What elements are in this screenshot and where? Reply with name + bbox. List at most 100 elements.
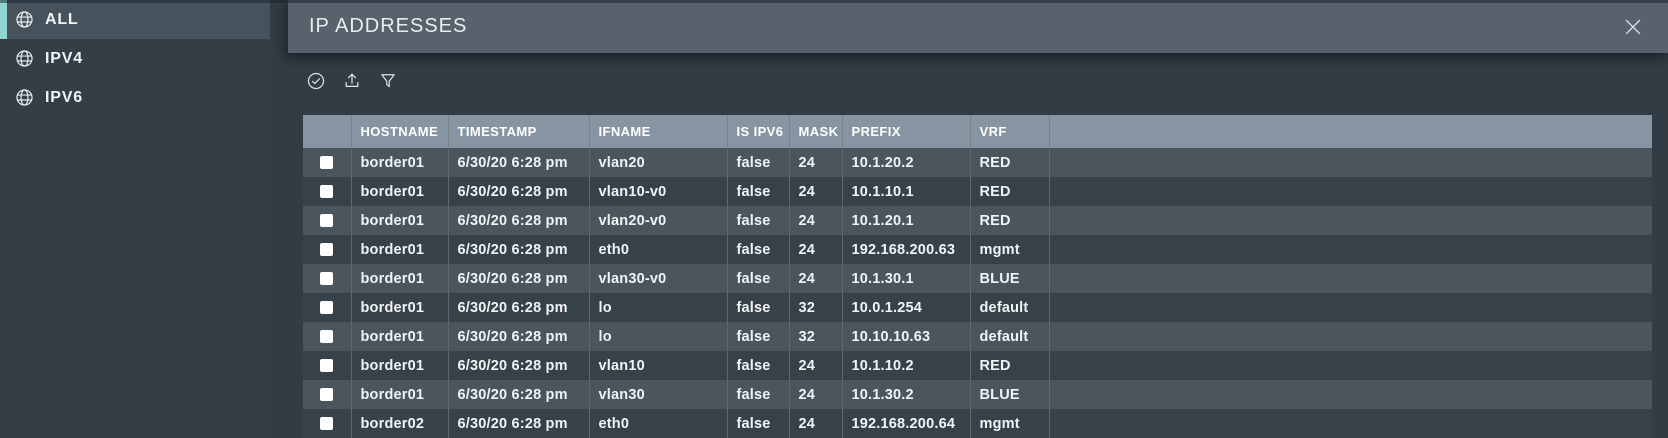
cell-filler xyxy=(1048,322,1652,351)
row-checkbox[interactable] xyxy=(320,185,334,199)
table-row[interactable]: border01 6/30/20 6:28 pm vlan20-v0 false… xyxy=(303,206,1652,235)
column-header-select xyxy=(303,115,351,148)
row-checkbox[interactable] xyxy=(320,359,334,373)
cell-prefix: 10.1.10.2 xyxy=(841,351,970,380)
cell-ifname: vlan20-v0 xyxy=(588,206,727,235)
cell-timestamp: 6/30/20 6:28 pm xyxy=(447,293,589,322)
cell-ifname: vlan30-v0 xyxy=(588,264,727,293)
cell-hostname: border01 xyxy=(350,351,448,380)
table-row[interactable]: border01 6/30/20 6:28 pm vlan30-v0 false… xyxy=(303,264,1652,293)
cell-is-ipv6: false xyxy=(726,206,789,235)
column-header-mask[interactable]: MASK xyxy=(788,115,842,148)
cell-filler xyxy=(1048,264,1652,293)
cell-mask: 32 xyxy=(788,293,842,322)
cell-ifname: vlan20 xyxy=(588,148,727,177)
select-all-button[interactable] xyxy=(306,71,326,91)
cell-timestamp: 6/30/20 6:28 pm xyxy=(447,206,589,235)
cell-filler xyxy=(1048,409,1652,438)
cell-hostname: border01 xyxy=(350,235,448,264)
row-checkbox[interactable] xyxy=(320,301,334,315)
cell-ifname: vlan30 xyxy=(588,380,727,409)
row-checkbox[interactable] xyxy=(320,156,334,170)
cell-ifname: lo xyxy=(588,322,727,351)
cell-timestamp: 6/30/20 6:28 pm xyxy=(447,380,589,409)
cell-is-ipv6: false xyxy=(726,322,789,351)
cell-filler xyxy=(1048,206,1652,235)
cell-timestamp: 6/30/20 6:28 pm xyxy=(447,177,589,206)
cell-hostname: border01 xyxy=(350,206,448,235)
table-row[interactable]: border01 6/30/20 6:28 pm vlan20 false 24… xyxy=(303,148,1652,177)
column-header-ifname[interactable]: IFNAME xyxy=(588,115,727,148)
cell-prefix: 192.168.200.64 xyxy=(841,409,970,438)
row-checkbox[interactable] xyxy=(320,272,334,286)
cell-is-ipv6: false xyxy=(726,264,789,293)
cell-hostname: border01 xyxy=(350,264,448,293)
sidebar-item-ipv6[interactable]: IPV6 xyxy=(0,78,270,117)
cell-mask: 24 xyxy=(788,148,842,177)
cell-is-ipv6: false xyxy=(726,235,789,264)
column-header-is-ipv6[interactable]: IS IPV6 xyxy=(726,115,789,148)
cell-filler xyxy=(1048,235,1652,264)
cell-prefix: 10.1.10.1 xyxy=(841,177,970,206)
cell-mask: 24 xyxy=(788,206,842,235)
row-checkbox[interactable] xyxy=(320,243,334,257)
cell-ifname: lo xyxy=(588,293,727,322)
cell-prefix: 10.1.20.2 xyxy=(841,148,970,177)
row-checkbox[interactable] xyxy=(320,417,334,431)
cell-prefix: 10.1.30.1 xyxy=(841,264,970,293)
cell-ifname: vlan10-v0 xyxy=(588,177,727,206)
sidebar: ALL IPV4 IPV6 xyxy=(0,0,270,438)
export-button[interactable] xyxy=(342,71,362,91)
column-header-prefix[interactable]: PREFIX xyxy=(841,115,970,148)
table-row[interactable]: border01 6/30/20 6:28 pm vlan30 false 24… xyxy=(303,380,1652,409)
cell-filler xyxy=(1048,351,1652,380)
table-row[interactable]: border01 6/30/20 6:28 pm vlan10 false 24… xyxy=(303,351,1652,380)
cell-is-ipv6: false xyxy=(726,148,789,177)
checkbox-cell xyxy=(303,148,351,177)
column-header-timestamp[interactable]: TIMESTAMP xyxy=(447,115,589,148)
filter-button[interactable] xyxy=(378,71,398,91)
cell-timestamp: 6/30/20 6:28 pm xyxy=(447,264,589,293)
table-row[interactable]: border01 6/30/20 6:28 pm eth0 false 24 1… xyxy=(303,235,1652,264)
sidebar-item-all[interactable]: ALL xyxy=(0,0,270,39)
globe-icon xyxy=(14,48,35,69)
cell-is-ipv6: false xyxy=(726,409,789,438)
table-row[interactable]: border02 6/30/20 6:28 pm eth0 false 24 1… xyxy=(303,409,1652,438)
close-button[interactable] xyxy=(1621,15,1645,39)
cell-hostname: border02 xyxy=(350,409,448,438)
cell-timestamp: 6/30/20 6:28 pm xyxy=(447,351,589,380)
row-checkbox[interactable] xyxy=(320,330,334,344)
cell-ifname: vlan10 xyxy=(588,351,727,380)
cell-is-ipv6: false xyxy=(726,293,789,322)
cell-filler xyxy=(1048,293,1652,322)
upload-icon xyxy=(345,73,359,88)
table-row[interactable]: border01 6/30/20 6:28 pm lo false 32 10.… xyxy=(303,322,1652,351)
ip-addresses-table: HOSTNAME TIMESTAMP IFNAME IS IPV6 MASK P… xyxy=(303,115,1652,438)
checkbox-cell xyxy=(303,351,351,380)
cell-vrf: BLUE xyxy=(969,264,1049,293)
checkbox-cell xyxy=(303,409,351,438)
toolbar xyxy=(306,71,398,91)
row-checkbox[interactable] xyxy=(320,388,334,402)
panel-title: IP ADDRESSES xyxy=(309,15,468,37)
cell-hostname: border01 xyxy=(350,177,448,206)
checkbox-cell xyxy=(303,293,351,322)
cell-timestamp: 6/30/20 6:28 pm xyxy=(447,409,589,438)
column-header-hostname[interactable]: HOSTNAME xyxy=(350,115,448,148)
panel-header: IP ADDRESSES xyxy=(288,0,1668,53)
cell-vrf: RED xyxy=(969,206,1049,235)
cell-hostname: border01 xyxy=(350,322,448,351)
table-row[interactable]: border01 6/30/20 6:28 pm vlan10-v0 false… xyxy=(303,177,1652,206)
cell-mask: 24 xyxy=(788,235,842,264)
sidebar-item-ipv4[interactable]: IPV4 xyxy=(0,39,270,78)
sidebar-item-label: IPV6 xyxy=(45,88,83,106)
checkbox-cell xyxy=(303,177,351,206)
row-checkbox[interactable] xyxy=(320,214,334,228)
cell-timestamp: 6/30/20 6:28 pm xyxy=(447,148,589,177)
cell-mask: 32 xyxy=(788,322,842,351)
cell-mask: 24 xyxy=(788,177,842,206)
cell-vrf: RED xyxy=(969,148,1049,177)
column-header-vrf[interactable]: VRF xyxy=(969,115,1049,148)
table-row[interactable]: border01 6/30/20 6:28 pm lo false 32 10.… xyxy=(303,293,1652,322)
cell-filler xyxy=(1048,380,1652,409)
